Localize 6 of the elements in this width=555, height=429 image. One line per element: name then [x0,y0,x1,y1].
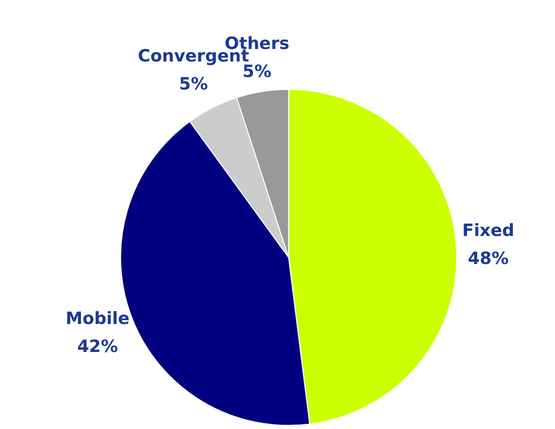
data-label: 48% [468,248,509,269]
data-label: 42% [77,337,118,358]
data-label: 5% [179,74,208,95]
data-label: 5% [242,62,272,82]
slice-label: Mobile [66,309,130,330]
slice-label: Fixed [462,220,514,241]
